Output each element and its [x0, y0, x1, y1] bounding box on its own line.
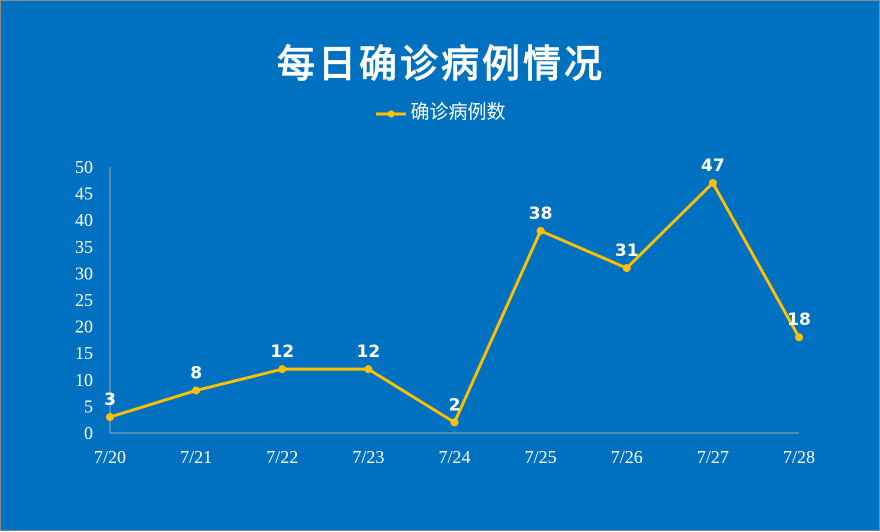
data-point-marker — [192, 386, 201, 395]
legend-line-marker-icon — [376, 102, 407, 124]
data-label: 8 — [190, 363, 202, 383]
x-tick-label: 7/24 — [438, 447, 470, 467]
y-tick-label: 40 — [75, 210, 93, 230]
data-point-marker — [622, 264, 631, 273]
y-tick-label: 10 — [75, 370, 93, 390]
data-point-marker — [536, 226, 545, 235]
y-tick-label: 15 — [75, 343, 93, 363]
x-tick-label: 7/22 — [266, 447, 298, 467]
data-point-marker — [278, 365, 287, 374]
data-point-marker — [708, 178, 717, 187]
y-tick-label: 35 — [75, 237, 93, 257]
legend: 确诊病例数 — [1, 97, 880, 124]
data-label: 38 — [529, 204, 553, 224]
data-label: 12 — [270, 342, 294, 362]
x-tick-label: 7/26 — [611, 447, 643, 467]
y-tick-label: 5 — [84, 396, 93, 416]
data-label: 31 — [615, 241, 639, 261]
data-label: 2 — [449, 395, 461, 415]
data-point-marker — [450, 418, 459, 427]
y-tick-label: 25 — [75, 290, 93, 310]
y-tick-label: 30 — [75, 263, 93, 283]
y-tick-label: 20 — [75, 317, 93, 337]
chart-title: 每日确诊病例情况 — [276, 42, 605, 86]
y-tick-label: 45 — [75, 184, 93, 204]
x-tick-label: 7/23 — [352, 447, 384, 467]
y-tick-label: 50 — [75, 157, 93, 177]
series-line — [109, 181, 801, 424]
x-tick-label: 7/28 — [783, 447, 815, 467]
data-label: 47 — [701, 156, 725, 176]
y-tick-label: 0 — [84, 423, 93, 443]
data-label: 12 — [357, 342, 381, 362]
data-label: 3 — [104, 390, 116, 410]
x-tick-label: 7/21 — [180, 447, 212, 467]
data-point-marker — [795, 333, 803, 342]
x-tick-label: 7/20 — [94, 447, 126, 467]
legend-label: 确诊病例数 — [410, 101, 506, 123]
x-tick-label: 7/27 — [697, 447, 729, 467]
data-label: 18 — [787, 310, 811, 330]
data-point-marker — [364, 365, 373, 374]
x-tick-label: 7/25 — [525, 447, 557, 467]
data-point-marker — [106, 413, 114, 422]
